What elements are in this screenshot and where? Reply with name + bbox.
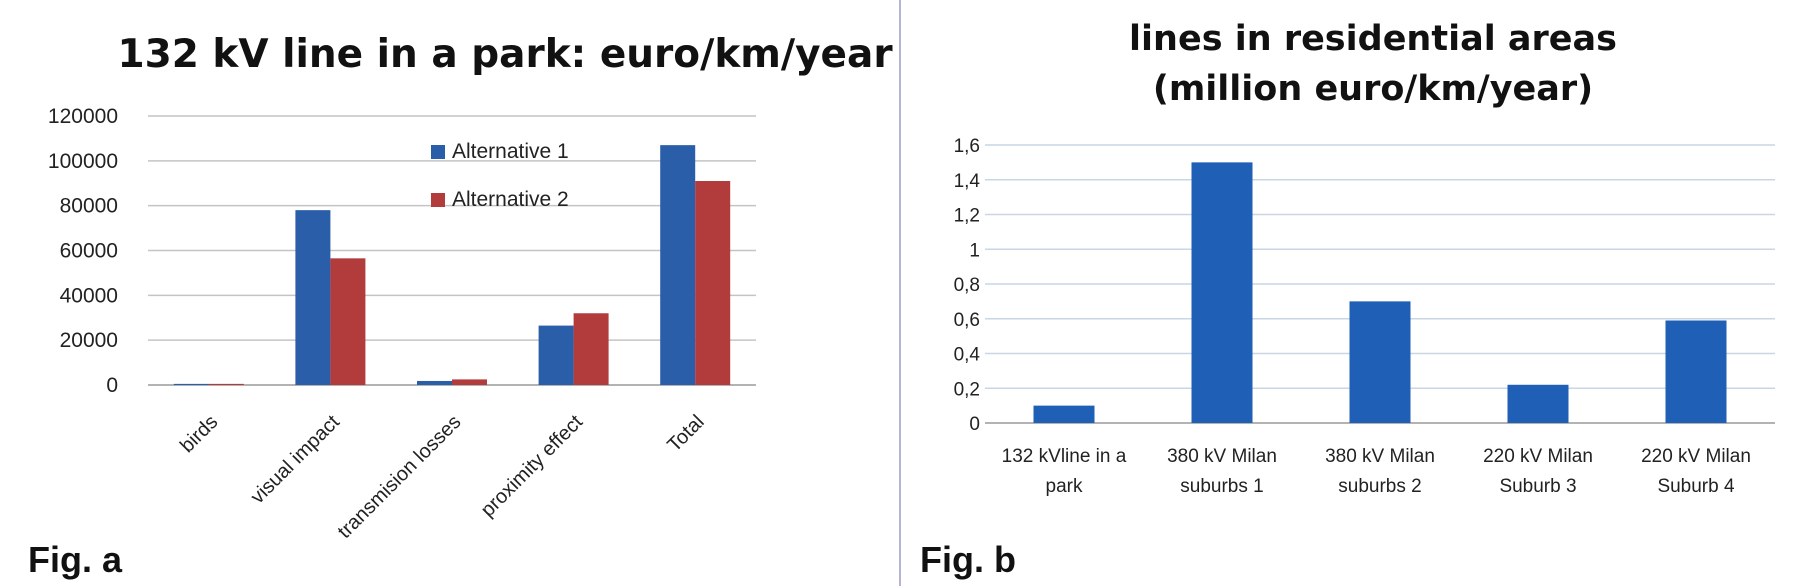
chart-a-y-tick-label: 60000 [60, 240, 118, 263]
chart-a-bar-1 [660, 145, 696, 385]
chart-b-bar [1033, 405, 1095, 423]
chart-a-bar-1 [173, 383, 209, 385]
chart-b-category-label: Suburb 3 [1499, 476, 1576, 497]
chart-a-figure-label: Fig. a [28, 539, 123, 580]
chart-b-category-label: 380 kV Milan [1325, 446, 1435, 467]
chart-b-bar [1349, 301, 1411, 423]
chart-a-title: 132 kV line in a park: euro/km/year [117, 32, 893, 77]
chart-b-bar [1191, 162, 1253, 423]
chart-a-y-tick-label: 40000 [60, 284, 118, 307]
chart-b-category-label: suburbs 2 [1338, 476, 1421, 497]
chart-a-legend-swatch [431, 145, 445, 159]
chart-b-y-tick-label: 1,2 [954, 206, 980, 227]
chart-a-bar-2 [208, 383, 244, 385]
chart-b-figure-label: Fig. b [920, 539, 1016, 580]
chart-a-bar-1 [417, 380, 452, 385]
chart-a-y-tick-label: 120000 [48, 105, 118, 128]
chart-b-category-label: Suburb 4 [1657, 476, 1735, 497]
chart-b-bar [1665, 320, 1727, 423]
chart-b-y-tick-label: 1 [969, 240, 980, 261]
chart-a-bar-1 [538, 325, 574, 385]
chart-a: 132 kV line in a park: euro/km/year 0 2000… [28, 32, 893, 580]
chart-a-bar-2 [695, 181, 731, 385]
chart-a-bar-2 [573, 313, 609, 385]
chart-b-y-tick-label: 0,8 [954, 275, 980, 296]
chart-a-y-tick-label: 80000 [60, 195, 118, 218]
chart-b-y-tick-label: 0 [969, 414, 980, 435]
chart-b-y-tick-label: 0,2 [954, 379, 980, 400]
chart-b-bar [1507, 384, 1569, 423]
chart-b-y-tick-label: 0,4 [954, 345, 981, 366]
chart-a-legend-swatch [431, 193, 445, 207]
chart-a-legend-label: Alternative 1 [452, 140, 569, 163]
chart-a-bar-1 [295, 210, 331, 385]
chart-b-category-label: 380 kV Milan [1167, 446, 1277, 467]
chart-b-category-label: 132 kVline in a [1002, 446, 1127, 467]
chart-b-category-label: suburbs 1 [1180, 476, 1263, 497]
chart-a-y-tick-label: 100000 [48, 150, 118, 173]
chart-a-y-tick-label: 20000 [60, 329, 118, 352]
chart-a-legend-label: Alternative 2 [452, 188, 569, 211]
chart-b-title-line: (million euro/km/year) [1153, 69, 1593, 109]
chart-b-y-tick-label: 0,6 [954, 310, 980, 331]
chart-a-y-tick-label: 0 [106, 374, 118, 397]
chart-a-bar-2 [330, 258, 366, 385]
chart-b-category-label: 220 kV Milan [1641, 446, 1751, 467]
chart-b-category-label: park [1046, 476, 1083, 497]
chart-b-y-tick-label: 1,6 [954, 136, 980, 157]
chart-a-bar-2 [452, 379, 487, 385]
chart-b-category-label: 220 kV Milan [1483, 446, 1593, 467]
chart-b-title-line: lines in residential areas [1129, 19, 1617, 59]
figure-divider [899, 0, 901, 586]
chart-b-y-tick-label: 1,4 [954, 171, 981, 192]
